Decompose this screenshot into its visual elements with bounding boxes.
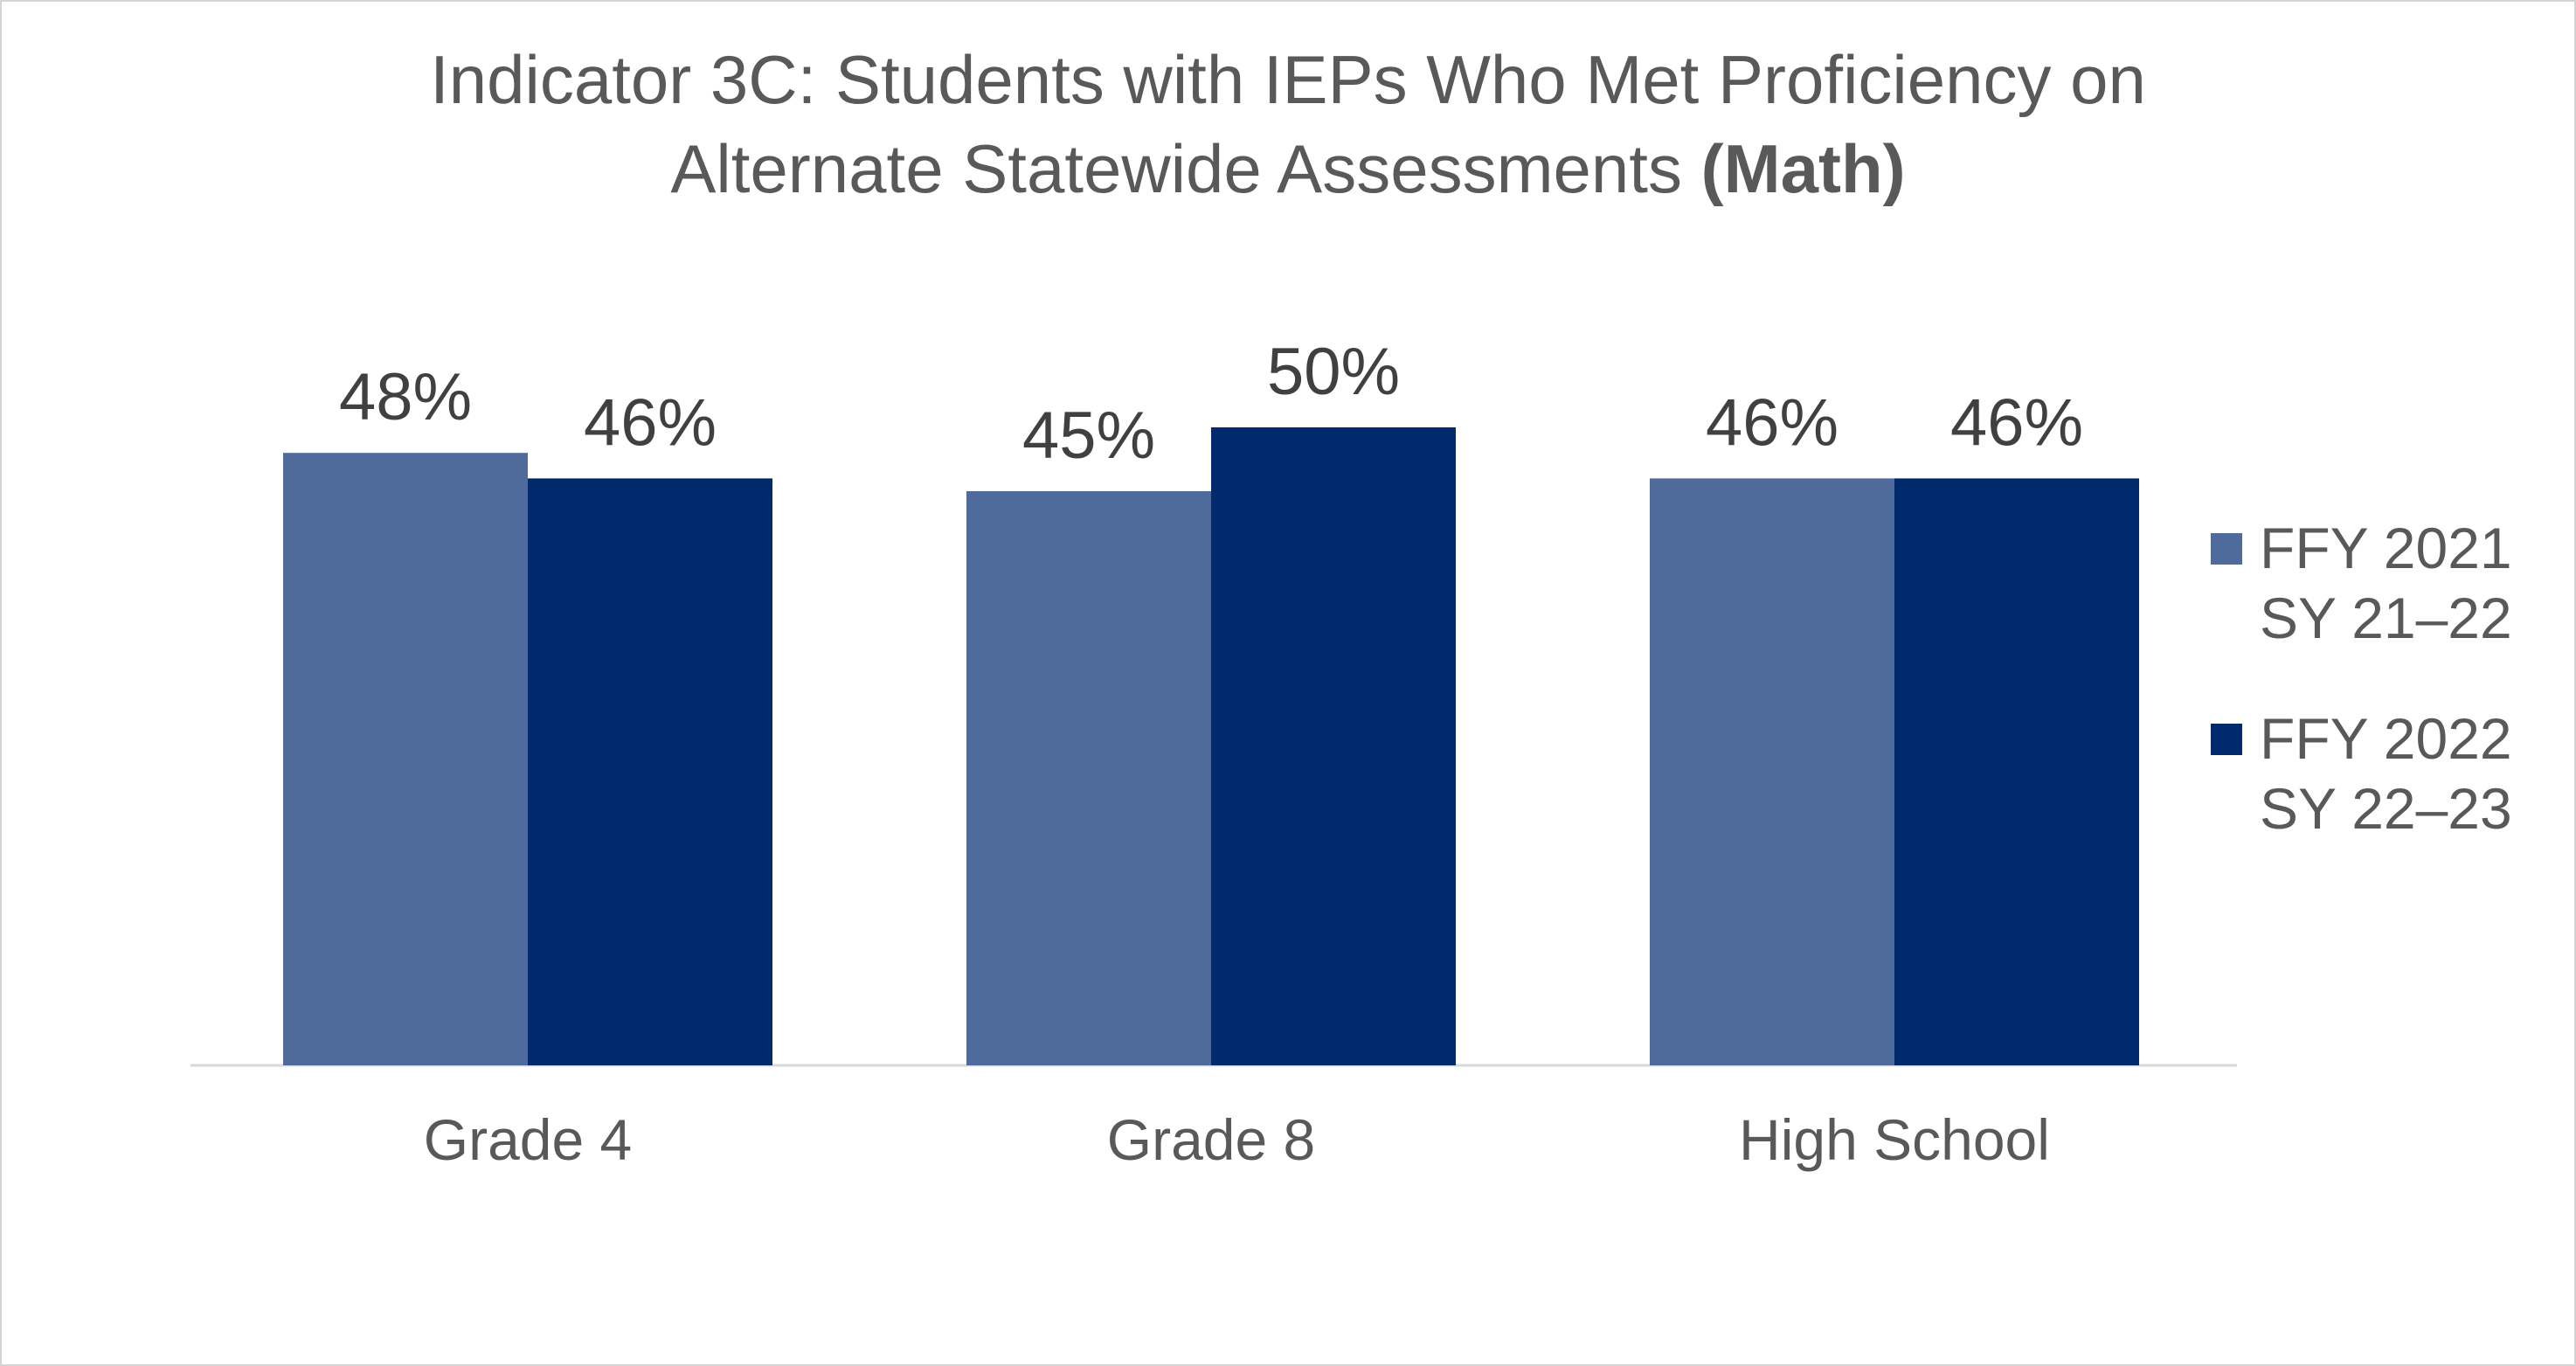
bar-grade-8-series-1 — [966, 491, 1211, 1065]
chart-title-line1: Indicator 3C: Students with IEPs Who Met… — [430, 41, 2146, 118]
legend-label-series-2-line2: SY 22–23 — [2260, 776, 2512, 841]
bar-high-school-series-2 — [1894, 478, 2139, 1065]
legend-label-series-1-line2: SY 21–22 — [2260, 586, 2512, 650]
chart-title-emphasis: (Math) — [1700, 130, 1906, 207]
x-tick-label-grade-8: Grade 8 — [1107, 1107, 1315, 1172]
bars-group — [283, 427, 2139, 1065]
chart-title-line2-text: Alternate Statewide Assessments — [670, 130, 1682, 207]
chart-title: Indicator 3C: Students with IEPs Who Met… — [0, 35, 2576, 213]
legend-swatch-series-2 — [2211, 724, 2242, 755]
bar-high-school-series-1 — [1650, 478, 1894, 1065]
data-label-high-school-series-1: 46% — [1706, 385, 1839, 460]
data-label-grade-8-series-2: 50% — [1267, 335, 1400, 409]
legend-label-series-1-line1: FFY 2021 — [2260, 516, 2512, 580]
x-tick-label-high-school: High School — [1739, 1107, 2050, 1172]
data-label-grade-8-series-1: 45% — [1022, 399, 1155, 473]
data-label-high-school-series-2: 46% — [1950, 385, 2083, 460]
chart-title-line2: Alternate Statewide Assessments (Math) — [0, 124, 2576, 213]
bar-grade-8-series-2 — [1211, 427, 1456, 1065]
legend-label-series-2-line1: FFY 2022 — [2260, 706, 2512, 771]
value-labels-group: 48% 46% 45% 50% 46% 46% — [339, 335, 2083, 473]
data-label-grade-4-series-1: 48% — [339, 360, 472, 434]
legend-swatch-series-1 — [2211, 533, 2242, 565]
x-tick-labels-group: Grade 4 Grade 8 High School — [424, 1107, 2050, 1172]
data-label-grade-4-series-2: 46% — [584, 385, 717, 460]
x-tick-label-grade-4: Grade 4 — [424, 1107, 632, 1172]
bar-grade-4-series-2 — [528, 478, 772, 1065]
bar-grade-4-series-1 — [283, 453, 528, 1065]
